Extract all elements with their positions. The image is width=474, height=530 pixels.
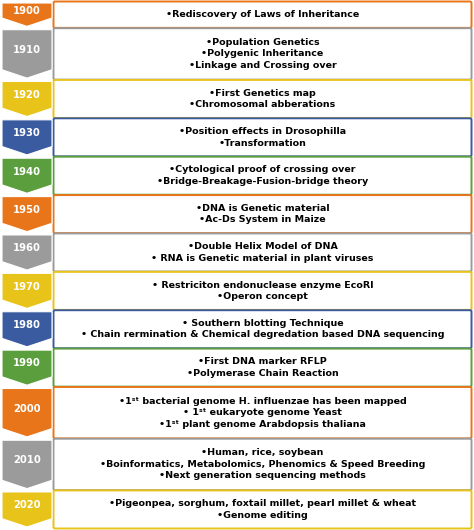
FancyBboxPatch shape bbox=[54, 80, 472, 118]
Text: 1950: 1950 bbox=[13, 205, 41, 215]
Polygon shape bbox=[2, 388, 52, 437]
Text: 1920: 1920 bbox=[13, 90, 41, 100]
Polygon shape bbox=[2, 120, 52, 155]
FancyBboxPatch shape bbox=[54, 387, 472, 438]
Text: 1960: 1960 bbox=[13, 243, 41, 253]
Text: 2000: 2000 bbox=[13, 403, 41, 413]
FancyBboxPatch shape bbox=[54, 349, 472, 387]
Text: 2010: 2010 bbox=[13, 455, 41, 465]
Polygon shape bbox=[2, 30, 52, 78]
Polygon shape bbox=[2, 235, 52, 270]
Text: •Rediscovery of Laws of Inheritance: •Rediscovery of Laws of Inheritance bbox=[166, 10, 359, 19]
Polygon shape bbox=[2, 82, 52, 117]
Polygon shape bbox=[2, 3, 52, 27]
Text: 1900: 1900 bbox=[13, 5, 41, 15]
Text: •Human, rice, soybean
•Boinformatics, Metabolomics, Phenomics & Speed Breeding
•: •Human, rice, soybean •Boinformatics, Me… bbox=[100, 448, 425, 480]
Text: • Southern blotting Technique
• Chain rermination & Chemical degredation based D: • Southern blotting Technique • Chain re… bbox=[81, 319, 444, 340]
Text: •Pigeonpea, sorghum, foxtail millet, pearl millet & wheat
•Genome editing: •Pigeonpea, sorghum, foxtail millet, pea… bbox=[109, 499, 416, 520]
Text: •Position effects in Drosophilla
•Transformation: •Position effects in Drosophilla •Transf… bbox=[179, 127, 346, 147]
Text: 1930: 1930 bbox=[13, 128, 41, 138]
FancyBboxPatch shape bbox=[54, 157, 472, 195]
FancyBboxPatch shape bbox=[54, 2, 472, 28]
Text: 1910: 1910 bbox=[13, 45, 41, 55]
Polygon shape bbox=[2, 312, 52, 347]
Text: 1940: 1940 bbox=[13, 166, 41, 176]
Text: •1ˢᵗ bacterial genome H. influenzae has been mapped
• 1ˢᵗ eukaryote genome Yeast: •1ˢᵗ bacterial genome H. influenzae has … bbox=[118, 397, 406, 429]
FancyBboxPatch shape bbox=[54, 272, 472, 310]
FancyBboxPatch shape bbox=[54, 118, 472, 156]
Text: 1970: 1970 bbox=[13, 281, 41, 292]
Text: •First Genetics map
•Chromosomal abberations: •First Genetics map •Chromosomal abberat… bbox=[190, 89, 336, 109]
Text: 1980: 1980 bbox=[13, 320, 41, 330]
FancyBboxPatch shape bbox=[54, 195, 472, 233]
FancyBboxPatch shape bbox=[54, 439, 472, 490]
Text: •Cytological proof of crossing over
•Bridge-Breakage-Fusion-bridge theory: •Cytological proof of crossing over •Bri… bbox=[157, 165, 368, 186]
Text: •Double Helix Model of DNA
• RNA is Genetic material in plant viruses: •Double Helix Model of DNA • RNA is Gene… bbox=[151, 242, 374, 263]
Text: •Population Genetics
•Polygenic Inheritance
•Linkage and Crossing over: •Population Genetics •Polygenic Inherita… bbox=[189, 38, 337, 70]
Text: 1990: 1990 bbox=[13, 358, 41, 368]
Polygon shape bbox=[2, 158, 52, 193]
Polygon shape bbox=[2, 350, 52, 385]
Text: 2020: 2020 bbox=[13, 500, 41, 510]
Polygon shape bbox=[2, 440, 52, 489]
FancyBboxPatch shape bbox=[54, 233, 472, 271]
Text: •DNA is Genetic material
•Ac-Ds System in Maize: •DNA is Genetic material •Ac-Ds System i… bbox=[196, 204, 329, 224]
FancyBboxPatch shape bbox=[54, 310, 472, 348]
FancyBboxPatch shape bbox=[54, 490, 472, 528]
Text: • Restriciton endonuclease enzyme EcoRI
•Operon concept: • Restriciton endonuclease enzyme EcoRI … bbox=[152, 281, 374, 301]
Text: •First DNA marker RFLP
•Polymerase Chain Reaction: •First DNA marker RFLP •Polymerase Chain… bbox=[187, 357, 338, 378]
Polygon shape bbox=[2, 273, 52, 308]
Polygon shape bbox=[2, 197, 52, 232]
FancyBboxPatch shape bbox=[54, 28, 472, 80]
Polygon shape bbox=[2, 492, 52, 527]
